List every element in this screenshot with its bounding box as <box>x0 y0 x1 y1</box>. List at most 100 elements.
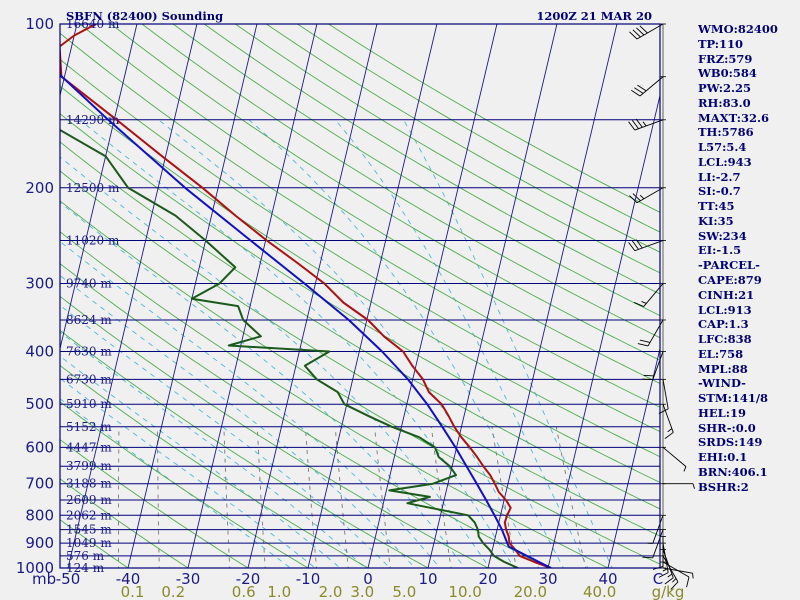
sounding-index-item: EL:758 <box>698 346 744 361</box>
sounding-profiles <box>60 24 552 568</box>
sounding-index-item: LFC:838 <box>698 332 752 347</box>
pressure-tick-label: 700 <box>25 475 54 493</box>
sounding-index-item: EHI:0.1 <box>698 450 748 465</box>
sounding-index-item: MPL:88 <box>698 361 748 376</box>
temperature-tick-label: -10 <box>296 570 321 588</box>
mixing-ratio-label: 5.0 <box>392 583 416 600</box>
pressure-tick-label: 400 <box>25 343 54 361</box>
dry-adiabat-line <box>172 24 660 317</box>
pressure-tick-label: 200 <box>25 179 54 197</box>
dry-adiabat-line <box>265 24 660 253</box>
sounding-index-item: RH:83.0 <box>698 95 751 110</box>
wind-barb <box>663 483 695 489</box>
height-label: 4447 m <box>66 440 112 454</box>
height-label: 9740 m <box>66 277 112 291</box>
sounding-index-item: -WIND- <box>698 376 746 391</box>
pressure-tick-label: 900 <box>25 534 54 552</box>
dry-adiabat-line <box>60 32 660 408</box>
height-label: 1049 m <box>66 536 112 550</box>
isotherm-line <box>547 93 660 568</box>
dry-adiabat-line <box>79 24 660 384</box>
pressure-tick-label: 1000 <box>16 559 54 577</box>
temperature-tick-label: -30 <box>176 570 201 588</box>
height-label: 2609 m <box>66 493 112 507</box>
wind-barb <box>631 76 664 97</box>
temperature-tick-label: 10 <box>418 570 437 588</box>
parcel-profile-line <box>60 73 552 568</box>
wind-barbs <box>628 23 695 590</box>
wind-barb <box>662 404 674 440</box>
height-label: 6730 m <box>66 372 112 386</box>
mixing-ratio-label: 1.0 <box>267 583 291 600</box>
sounding-index-item: SW:234 <box>698 228 747 243</box>
height-label: 2062 m <box>66 508 112 522</box>
isotherm-line <box>67 24 198 568</box>
wind-barb <box>662 561 690 588</box>
sounding-index-item: WB0:584 <box>698 66 757 81</box>
isotherm-line <box>427 24 558 568</box>
mixing-ratio-label: 10.0 <box>448 583 481 600</box>
dry-adiabat-line <box>60 85 660 458</box>
sounding-index-item: LCL:913 <box>698 302 752 317</box>
mixing-ratio-label: 40.0 <box>583 583 616 600</box>
dry-adiabat-line <box>234 24 660 274</box>
dry-adiabat-line <box>60 519 129 568</box>
isotherm-line <box>307 24 438 568</box>
sounding-index-item: TH:5786 <box>698 125 754 140</box>
mixing-ratio-label: 0.1 <box>121 583 145 600</box>
sounding-index-item: BRN:406.1 <box>698 464 768 479</box>
height-label: 576 m <box>66 549 105 563</box>
temperature-unit-label: C <box>653 570 663 588</box>
sounding-index-item: CAP:1.3 <box>698 317 749 332</box>
temperature-tick-label: 20 <box>478 570 497 588</box>
sounding-index-item: SI:-0.7 <box>698 184 741 199</box>
mixing-ratio-unit: g/kg <box>652 583 685 600</box>
sounding-index-item: FRZ:579 <box>698 51 753 66</box>
isotherm-line <box>247 24 378 568</box>
pressure-tick-label: 300 <box>25 275 54 293</box>
sounding-index-item: CINH:21 <box>698 287 755 302</box>
height-label: 5152 m <box>66 420 112 434</box>
height-label: 3188 m <box>66 477 112 491</box>
height-label: 3799 m <box>66 459 112 473</box>
dry-adiabat-line <box>60 478 189 568</box>
dry-adiabat-line <box>60 231 610 568</box>
sounding-index-item: L57:5.4 <box>698 140 747 155</box>
isotherm-line <box>187 24 318 568</box>
sounding-index-item: STM:141/8 <box>698 391 769 406</box>
temperature-tick-label: -50 <box>56 570 81 588</box>
dry-adiabat-line <box>60 401 309 568</box>
wind-barb <box>629 23 664 40</box>
isotherm-line <box>60 24 138 351</box>
chart-title: SBFN (82400) Sounding <box>66 9 223 23</box>
isotherm-line <box>127 24 258 568</box>
pressure-unit-label: mb <box>32 570 56 588</box>
sounding-index-item: KI:35 <box>698 213 734 228</box>
sounding-index-item: TP:110 <box>698 36 744 51</box>
mixing-ratio-label: 2.0 <box>319 583 343 600</box>
wind-barb <box>628 118 664 131</box>
sounding-index-item: -PARCEL- <box>698 258 760 273</box>
sounding-index-item: MAXT:32.6 <box>698 110 769 125</box>
height-label: 7630 m <box>66 345 112 359</box>
height-label: 14290 m <box>66 113 120 127</box>
sounding-index-item: HEL:19 <box>698 405 746 420</box>
isotherm-line <box>607 346 660 568</box>
wind-barb <box>629 187 664 204</box>
temperature-tick-label: 0 <box>363 570 373 588</box>
dry-adiabat-line <box>60 141 660 510</box>
sounding-index-item: SRDS:149 <box>698 435 763 450</box>
sounding-index-item: LCL:943 <box>698 154 752 169</box>
temperature-profile-line <box>60 24 552 568</box>
height-label: 5910 m <box>66 397 112 411</box>
height-label: 11020 m <box>66 233 120 247</box>
sounding-index-item: WMO:82400 <box>698 22 778 36</box>
mixing-ratio-label: 0.2 <box>161 583 185 600</box>
dry-adiabat-line <box>60 439 249 568</box>
temperature-tick-label: 40 <box>598 570 617 588</box>
sounding-index-item: BSHR:2 <box>698 479 749 494</box>
isotherms <box>60 24 660 568</box>
wind-barb <box>647 515 664 544</box>
pressure-tick-label: 800 <box>25 506 54 524</box>
